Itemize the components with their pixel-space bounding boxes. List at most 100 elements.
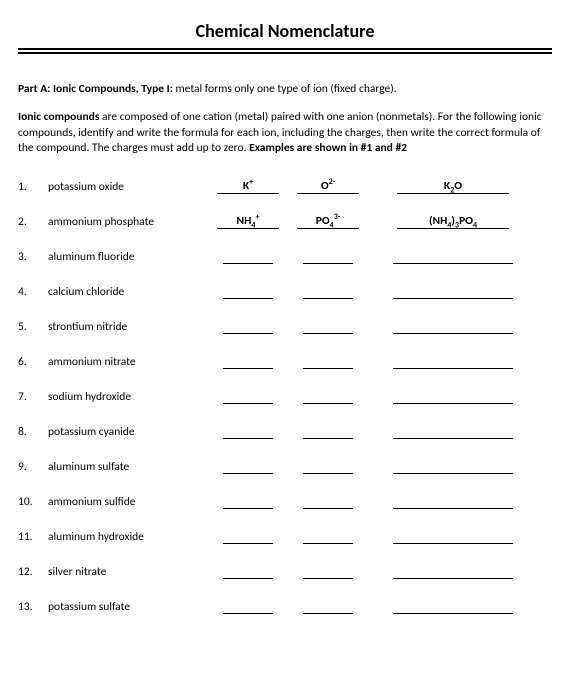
formula-blank-line (393, 424, 513, 439)
anion-value: O2- (297, 179, 359, 194)
worksheet-row: 9.aluminum sulfate (18, 459, 552, 474)
worksheet-row: 10.ammonium sulfide (18, 494, 552, 509)
compound-name: calcium chloride (48, 285, 208, 299)
formula-blank (378, 319, 528, 334)
compound-name: ammonium nitrate (48, 355, 208, 369)
formula-value: (NH4)3PO4 (397, 214, 509, 229)
cation-blank-line (223, 529, 273, 544)
formula-blank-line (393, 529, 513, 544)
cation-blank (208, 494, 288, 509)
intro-lead: Ionic compounds (18, 110, 99, 124)
cation-blank-line (223, 494, 273, 509)
cation-blank (208, 599, 288, 614)
anion-blank (288, 599, 368, 614)
anion-blank (288, 284, 368, 299)
cation-blank (208, 319, 288, 334)
anion-blank (288, 529, 368, 544)
row-number: 3. (18, 250, 48, 264)
anion-blank-line (303, 284, 353, 299)
cation-blank (208, 564, 288, 579)
anion-blank: O2- (288, 179, 368, 194)
page-title: Chemical Nomenclature (18, 20, 552, 42)
formula-blank: K2O (378, 179, 528, 194)
cation-blank-line (223, 284, 273, 299)
formula-blank (378, 284, 528, 299)
formula-blank-line (393, 599, 513, 614)
worksheet-row: 4.calcium chloride (18, 284, 552, 299)
row-number: 6. (18, 355, 48, 369)
formula-blank-line (393, 564, 513, 579)
compound-name: sodium hydroxide (48, 390, 208, 404)
worksheet-row: 6.ammonium nitrate (18, 354, 552, 369)
formula-blank-line (393, 354, 513, 369)
worksheet-row: 13.potassium sulfate (18, 599, 552, 614)
cation-blank: K+ (208, 179, 288, 194)
worksheet-row: 11.aluminum hydroxide (18, 529, 552, 544)
cation-blank-line (223, 564, 273, 579)
anion-blank (288, 389, 368, 404)
worksheet-rows: 1.potassium oxideK+O2-K2O2.ammonium phos… (18, 179, 552, 614)
anion-blank (288, 459, 368, 474)
anion-blank-line (303, 249, 353, 264)
cation-blank (208, 354, 288, 369)
formula-value: K2O (397, 179, 509, 194)
compound-name: strontium nitride (48, 320, 208, 334)
compound-name: potassium sulfate (48, 600, 208, 614)
row-number: 12. (18, 565, 48, 579)
intro-examples: Examples are shown in #1 and #2 (249, 141, 407, 155)
cation-blank (208, 424, 288, 439)
compound-name: aluminum fluoride (48, 250, 208, 264)
formula-blank (378, 564, 528, 579)
row-number: 11. (18, 530, 48, 544)
worksheet-row: 1.potassium oxideK+O2-K2O (18, 179, 552, 194)
part-a-desc: metal forms only one type of ion (fixed … (175, 82, 396, 96)
anion-blank-line (303, 459, 353, 474)
cation-blank (208, 249, 288, 264)
compound-name: ammonium phosphate (48, 215, 208, 229)
row-number: 9. (18, 460, 48, 474)
formula-blank (378, 389, 528, 404)
cation-blank-line (223, 354, 273, 369)
cation-blank-line (223, 319, 273, 334)
cation-blank (208, 284, 288, 299)
cation-blank-line (223, 599, 273, 614)
anion-blank-line (303, 389, 353, 404)
worksheet-row: 8.potassium cyanide (18, 424, 552, 439)
formula-blank (378, 354, 528, 369)
row-number: 1. (18, 180, 48, 194)
anion-blank-line (303, 529, 353, 544)
cation-value: K+ (217, 179, 279, 194)
formula-blank-line (393, 459, 513, 474)
anion-blank: PO43- (288, 214, 368, 229)
worksheet-row: 2.ammonium phosphateNH4+PO43-(NH4)3PO4 (18, 214, 552, 229)
row-number: 10. (18, 495, 48, 509)
anion-blank (288, 424, 368, 439)
row-number: 5. (18, 320, 48, 334)
row-number: 7. (18, 390, 48, 404)
anion-blank-line (303, 564, 353, 579)
compound-name: ammonium sulfide (48, 495, 208, 509)
compound-name: aluminum sulfate (48, 460, 208, 474)
formula-blank (378, 249, 528, 264)
anion-blank-line (303, 319, 353, 334)
formula-blank-line (393, 284, 513, 299)
anion-blank (288, 249, 368, 264)
formula-blank-line (393, 494, 513, 509)
cation-value: NH4+ (217, 214, 279, 229)
formula-blank: (NH4)3PO4 (378, 214, 528, 229)
cation-blank-line (223, 459, 273, 474)
cation-blank-line (223, 249, 273, 264)
formula-blank (378, 424, 528, 439)
worksheet-row: 5.strontium nitride (18, 319, 552, 334)
anion-blank-line (303, 599, 353, 614)
formula-blank (378, 459, 528, 474)
worksheet-row: 7.sodium hydroxide (18, 389, 552, 404)
cation-blank (208, 389, 288, 404)
formula-blank (378, 494, 528, 509)
anion-blank (288, 354, 368, 369)
anion-blank (288, 494, 368, 509)
row-number: 8. (18, 425, 48, 439)
compound-name: aluminum hydroxide (48, 530, 208, 544)
cation-blank (208, 459, 288, 474)
formula-blank (378, 529, 528, 544)
